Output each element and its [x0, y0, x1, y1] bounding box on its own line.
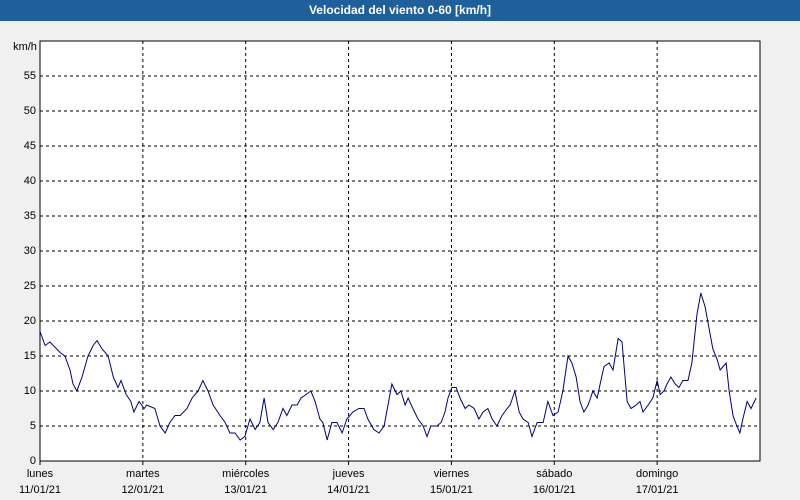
- x-tick-label: jueves: [332, 468, 365, 480]
- x-tick-label: 11/01/21: [19, 484, 61, 496]
- y-tick-label: 5: [30, 420, 36, 432]
- y-tick-label: 0: [30, 455, 36, 467]
- x-tick-label: martes: [126, 468, 160, 480]
- data-line: [39, 292, 757, 441]
- y-tick-label: 50: [24, 105, 36, 117]
- x-tick-label: 13/01/21: [224, 484, 267, 496]
- x-tick-label: viernes: [434, 468, 470, 480]
- y-tick-label: 55: [24, 70, 36, 82]
- title-bar: [0, 0, 800, 21]
- x-tick-label: domingo: [636, 468, 678, 480]
- chart-title: Velocidad del viento 0-60 [km/h]: [309, 3, 491, 17]
- x-tick-label: 12/01/21: [121, 484, 164, 496]
- plot-border: [39, 40, 761, 462]
- y-tick-label: 10: [24, 385, 36, 397]
- y-tick-label: 15: [24, 350, 36, 362]
- x-tick-label: lunes: [27, 468, 54, 480]
- x-tick-label: 16/01/21: [533, 484, 576, 496]
- y-tick-label: 30: [24, 245, 36, 257]
- x-tick-label: sábado: [536, 468, 572, 480]
- x-tick-label: 14/01/21: [327, 484, 370, 496]
- x-tick-label: miércoles: [222, 468, 270, 480]
- y-tick-label: 40: [24, 175, 36, 187]
- y-tick-label: 45: [24, 140, 36, 152]
- y-tick-label: 35: [24, 210, 36, 222]
- x-tick-label: 17/01/21: [636, 484, 679, 496]
- y-axis-label: km/h: [13, 41, 37, 53]
- y-tick-label: 20: [24, 315, 36, 327]
- y-tick-label: 25: [24, 280, 36, 292]
- x-tick-label: 15/01/21: [430, 484, 473, 496]
